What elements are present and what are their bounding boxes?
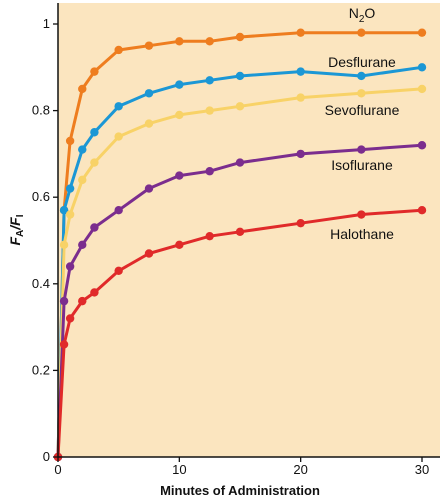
labels-layer: N2O Desflurane Sevoflurane Isoflurane Haloth…	[325, 5, 400, 242]
data-point-desflurane	[90, 128, 99, 137]
x-tick-label: 30	[415, 462, 429, 477]
data-point-sevoflurane	[114, 132, 123, 141]
data-point-isoflurane	[59, 296, 69, 306]
y-tick-label: 0.4	[32, 276, 50, 291]
data-point-n2o	[205, 37, 214, 46]
y-tick-label: 0.8	[32, 103, 50, 118]
data-point-n2o	[175, 37, 184, 46]
data-point-desflurane	[235, 71, 245, 81]
data-point-desflurane	[357, 71, 366, 81]
data-point-n2o	[357, 28, 366, 37]
data-point-n2o	[296, 28, 305, 37]
data-point-isoflurane	[235, 158, 245, 167]
data-point-halothane	[175, 240, 184, 250]
data-point-halothane	[90, 288, 99, 297]
data-point-halothane	[114, 266, 123, 276]
data-point-isoflurane	[114, 205, 123, 215]
data-point-sevoflurane	[65, 210, 75, 219]
data-point-sevoflurane	[296, 93, 305, 102]
data-point-n2o	[235, 32, 245, 42]
data-point-halothane	[235, 227, 245, 237]
x-axis-title: Minutes of Administration	[160, 483, 320, 498]
data-point-n2o	[78, 84, 87, 94]
data-point-halothane	[357, 210, 366, 219]
data-point-isoflurane	[90, 223, 99, 232]
data-point-halothane	[205, 231, 214, 241]
x-tick-label: 20	[293, 462, 307, 477]
series-label-sevoflurane: Sevoflurane	[325, 102, 400, 118]
data-point-sevoflurane	[90, 158, 99, 167]
x-tick-label: 0	[54, 462, 61, 477]
data-point-n2o	[144, 41, 154, 50]
y-tick-label: 0.6	[32, 189, 50, 204]
data-point-n2o	[114, 45, 123, 55]
data-point-sevoflurane	[144, 119, 154, 128]
data-point-desflurane	[417, 63, 427, 72]
data-point-isoflurane	[357, 145, 366, 154]
data-point-sevoflurane	[175, 110, 184, 120]
data-point-halothane	[78, 296, 87, 306]
data-point-isoflurane	[65, 262, 75, 271]
y-tick-label: 0.2	[32, 362, 50, 377]
data-point-desflurane	[144, 89, 154, 98]
data-point-halothane	[65, 314, 75, 323]
data-point-sevoflurane	[357, 89, 366, 98]
series-label-halothane: Halothane	[330, 226, 394, 242]
data-point-isoflurane	[296, 149, 305, 159]
data-point-desflurane	[59, 205, 69, 215]
data-point-sevoflurane	[417, 84, 427, 94]
data-point-n2o	[65, 136, 75, 146]
series-label-n2o: N2O	[349, 5, 376, 25]
data-point-halothane	[417, 205, 427, 215]
data-point-n2o	[90, 67, 99, 76]
data-point-desflurane	[65, 184, 75, 193]
series-layer	[53, 28, 427, 462]
data-point-isoflurane	[144, 184, 154, 193]
data-point-n2o	[417, 28, 427, 37]
data-point-desflurane	[175, 80, 184, 89]
y-tick-label: 1	[43, 16, 50, 31]
data-point-sevoflurane	[59, 240, 69, 250]
data-point-sevoflurane	[78, 175, 87, 185]
data-point-desflurane	[205, 76, 214, 85]
data-point-isoflurane	[175, 171, 184, 180]
data-point-desflurane	[296, 67, 305, 76]
series-label-desflurane: Desflurane	[328, 54, 396, 70]
data-point-sevoflurane	[235, 102, 245, 111]
data-point-isoflurane	[205, 167, 214, 176]
data-point-sevoflurane	[205, 106, 214, 115]
series-label-isoflurane: Isoflurane	[331, 157, 393, 173]
data-point-desflurane	[114, 102, 123, 111]
x-tick-label: 10	[172, 462, 186, 477]
data-point-desflurane	[78, 145, 87, 154]
data-point-halothane	[296, 218, 305, 228]
data-point-halothane	[59, 340, 69, 349]
data-point-isoflurane	[78, 240, 87, 250]
data-point-isoflurane	[417, 141, 427, 150]
y-axis-title: FA/FI	[7, 214, 26, 245]
data-point-halothane	[144, 249, 154, 258]
axes-layer: 00.20.40.60.810 10 20 30	[32, 3, 440, 477]
y-tick-label: 0	[43, 449, 50, 464]
